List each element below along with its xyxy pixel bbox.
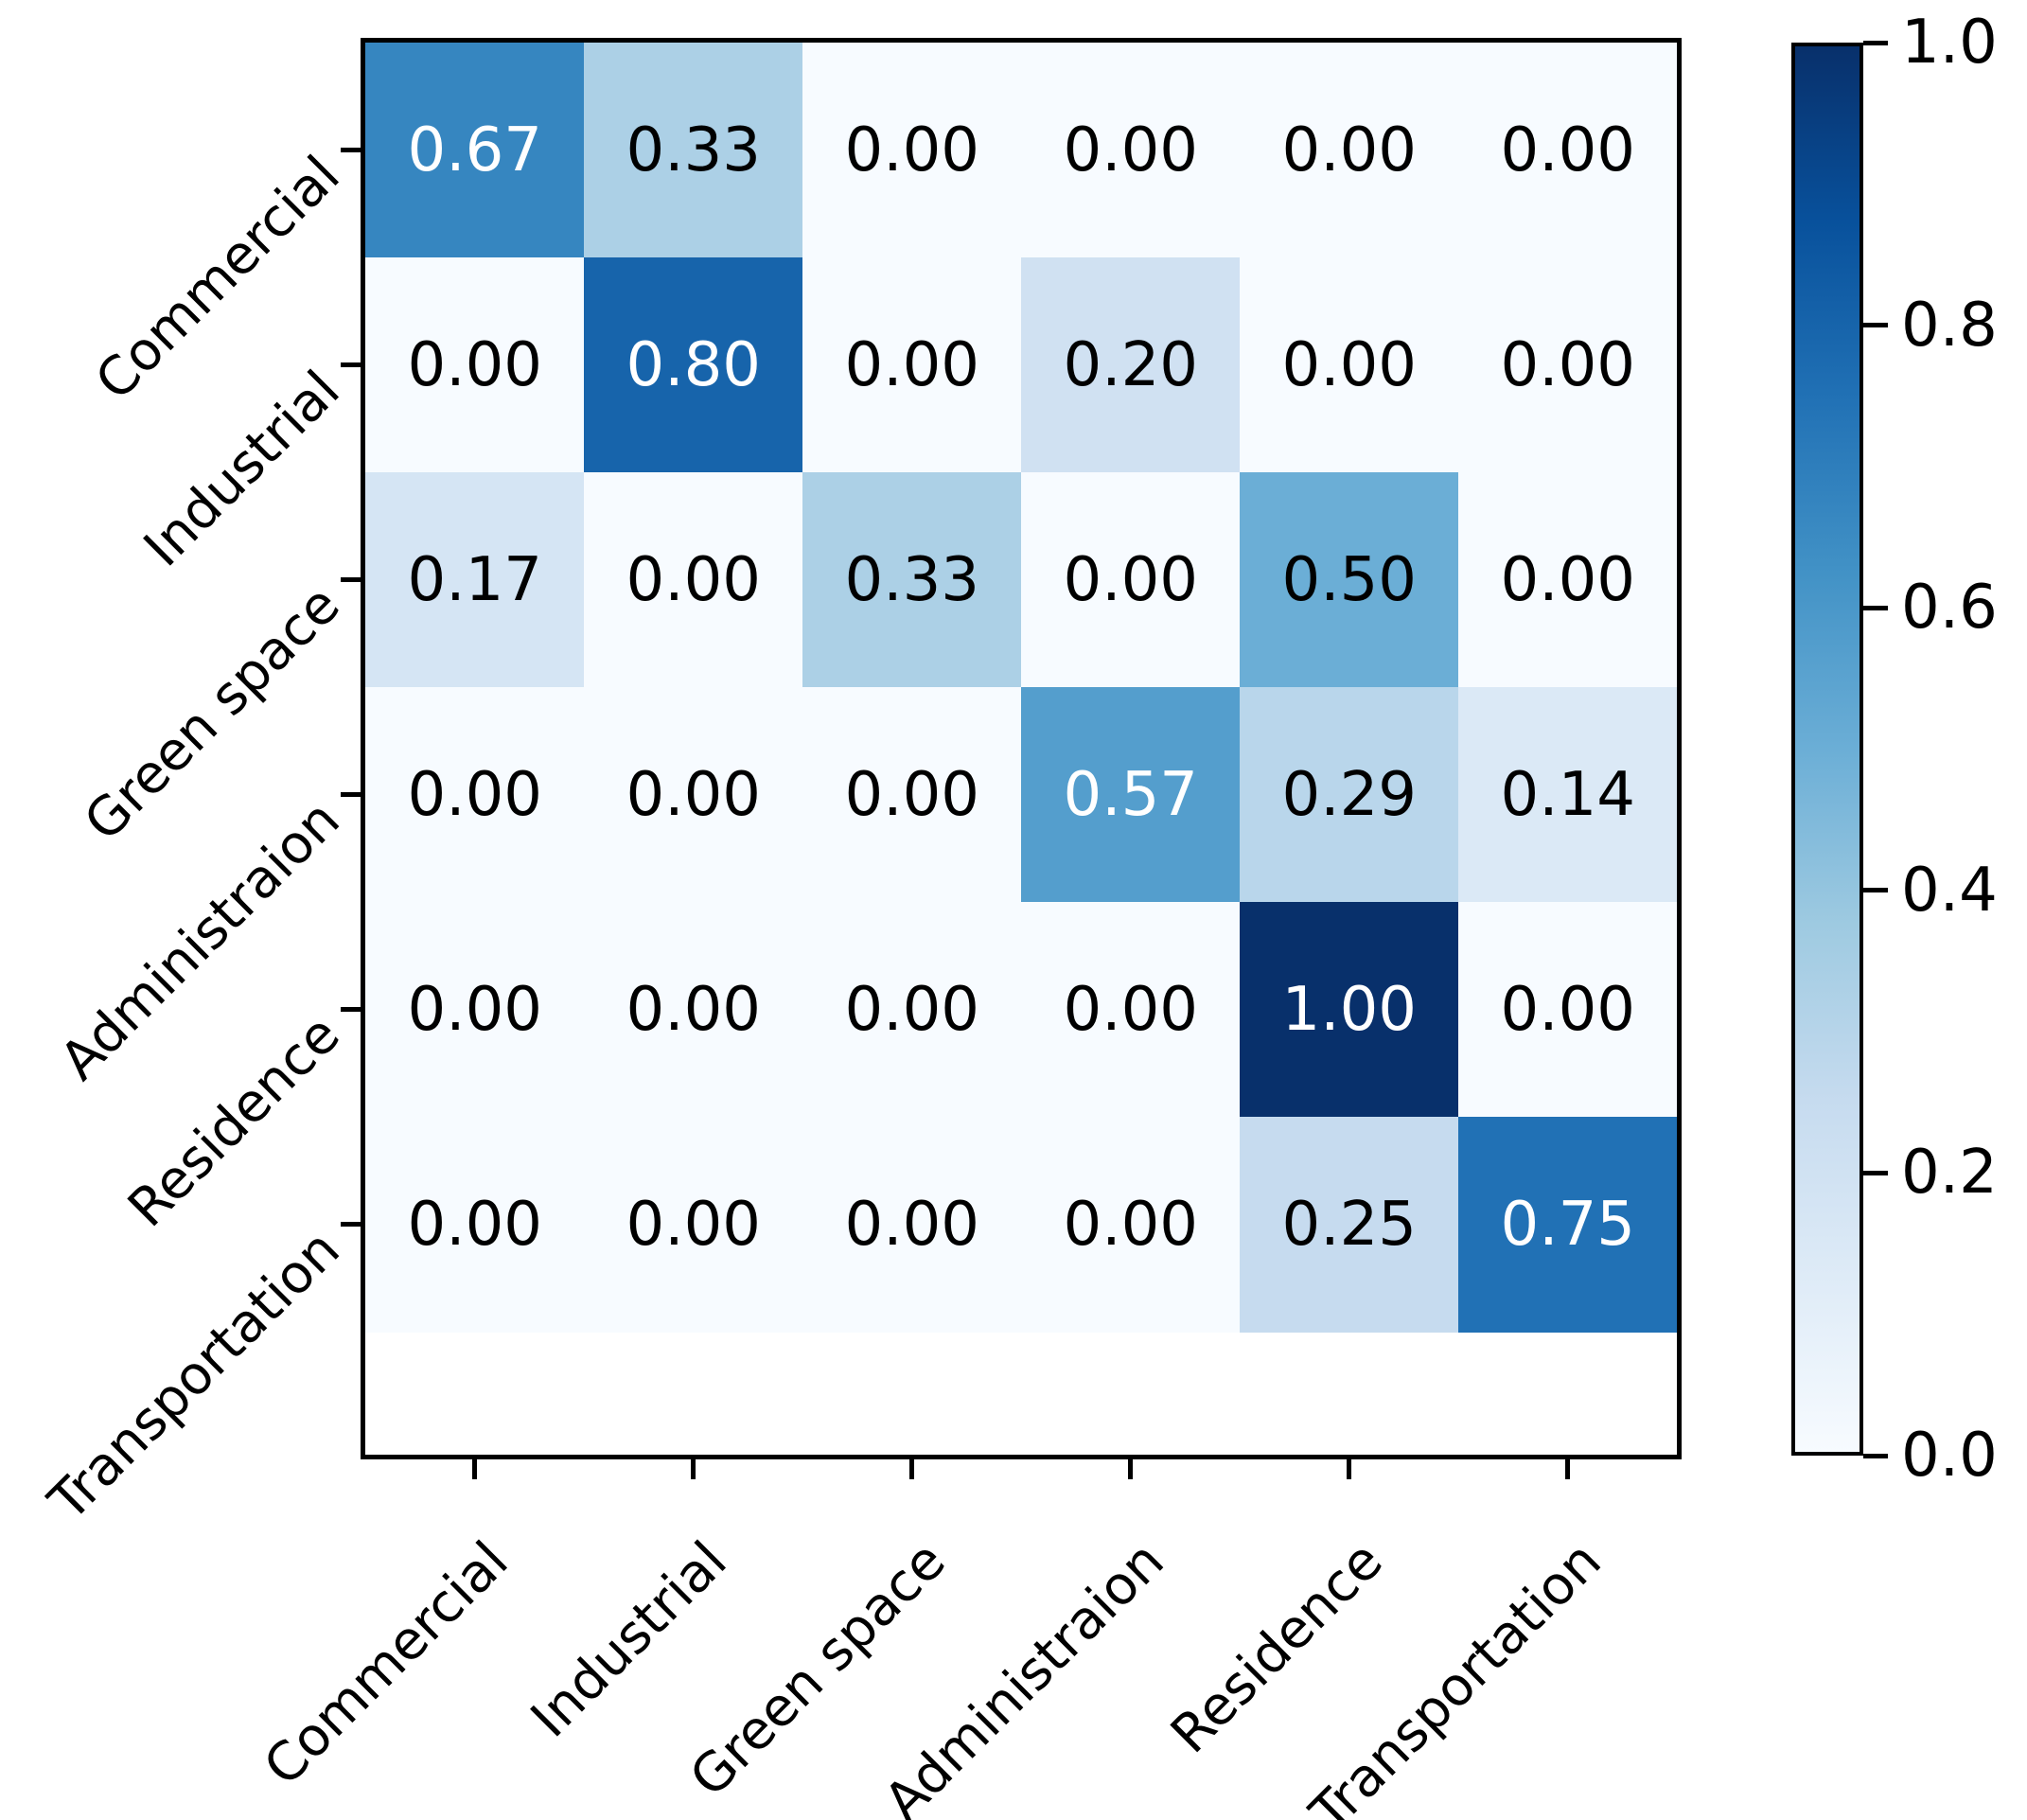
y-tick bbox=[341, 792, 365, 797]
x-tick bbox=[691, 1455, 696, 1479]
y-tick bbox=[341, 148, 365, 152]
heatmap-cell: 0.75 bbox=[1458, 1117, 1678, 1333]
heatmap-cell: 0.00 bbox=[1021, 902, 1241, 1118]
cell-value: 0.00 bbox=[1063, 1189, 1199, 1260]
heatmap-cell: 0.14 bbox=[1458, 687, 1678, 903]
heatmap-cell: 0.00 bbox=[1240, 43, 1459, 258]
cell-value: 0.00 bbox=[844, 1189, 980, 1260]
x-tick bbox=[909, 1455, 914, 1479]
cell-value: 0.00 bbox=[626, 974, 762, 1045]
cell-value: 0.00 bbox=[1281, 115, 1418, 186]
heatmap-cell: 0.00 bbox=[802, 257, 1022, 473]
heatmap-cell: 0.67 bbox=[365, 43, 585, 258]
heatmap-cell: 0.29 bbox=[1240, 687, 1459, 903]
colorbar-tick bbox=[1863, 1453, 1888, 1458]
cell-value: 0.00 bbox=[844, 974, 980, 1045]
cell-value: 0.25 bbox=[1281, 1189, 1418, 1260]
colorbar-tick bbox=[1863, 40, 1888, 45]
cell-value: 0.00 bbox=[407, 974, 543, 1045]
colorbar-tick-label: 0.4 bbox=[1901, 855, 1998, 926]
cell-value: 0.33 bbox=[626, 115, 762, 186]
cell-value: 0.00 bbox=[1500, 329, 1636, 400]
cell-value: 0.00 bbox=[407, 329, 543, 400]
cell-value: 1.00 bbox=[1281, 974, 1418, 1045]
heatmap-cell: 0.00 bbox=[1458, 257, 1678, 473]
heatmap-cell: 0.33 bbox=[584, 43, 803, 258]
colorbar-tick-label: 0.6 bbox=[1901, 573, 1998, 644]
heatmap-cell: 0.00 bbox=[1458, 472, 1678, 688]
cell-value: 0.67 bbox=[407, 115, 543, 186]
cell-value: 0.75 bbox=[1500, 1189, 1636, 1260]
cell-value: 0.00 bbox=[407, 1189, 543, 1260]
colorbar-tick bbox=[1863, 605, 1888, 610]
heatmap-cell: 0.00 bbox=[802, 902, 1022, 1118]
x-tick bbox=[1128, 1455, 1133, 1479]
heatmap-cell: 0.00 bbox=[802, 43, 1022, 258]
cell-value: 0.00 bbox=[844, 115, 980, 186]
x-tick bbox=[1565, 1455, 1570, 1479]
colorbar-tick bbox=[1863, 323, 1888, 328]
heatmap-cell: 0.00 bbox=[584, 472, 803, 688]
heatmap-cell: 0.17 bbox=[365, 472, 585, 688]
cell-value: 0.00 bbox=[1063, 544, 1199, 615]
cell-value: 0.20 bbox=[1063, 329, 1199, 400]
cell-value: 0.57 bbox=[1063, 759, 1199, 830]
cell-value: 0.50 bbox=[1281, 544, 1418, 615]
cell-value: 0.14 bbox=[1500, 759, 1636, 830]
heatmap-cell: 0.00 bbox=[584, 687, 803, 903]
cell-value: 0.00 bbox=[626, 1189, 762, 1260]
cell-value: 0.00 bbox=[1281, 329, 1418, 400]
cell-value: 0.17 bbox=[407, 544, 543, 615]
cell-value: 0.00 bbox=[407, 759, 543, 830]
cell-value: 0.00 bbox=[1500, 974, 1636, 1045]
cell-value: 0.00 bbox=[1063, 115, 1199, 186]
heatmap-cell: 1.00 bbox=[1240, 902, 1459, 1118]
cell-value: 0.80 bbox=[626, 329, 762, 400]
cell-value: 0.00 bbox=[1063, 974, 1199, 1045]
heatmap-cell: 0.20 bbox=[1021, 257, 1241, 473]
cell-value: 0.29 bbox=[1281, 759, 1418, 830]
heatmap-cell: 0.00 bbox=[365, 687, 585, 903]
cell-value: 0.33 bbox=[844, 544, 980, 615]
colorbar-tick bbox=[1863, 888, 1888, 893]
heatmap-cell: 0.00 bbox=[365, 257, 585, 473]
heatmap-cell: 0.00 bbox=[365, 1117, 585, 1333]
heatmap-cell: 0.25 bbox=[1240, 1117, 1459, 1333]
y-tick bbox=[341, 1007, 365, 1012]
heatmap-cell: 0.00 bbox=[584, 902, 803, 1118]
heatmap-cell: 0.50 bbox=[1240, 472, 1459, 688]
heatmap-cell: 0.00 bbox=[802, 1117, 1022, 1333]
colorbar-tick-label: 1.0 bbox=[1901, 8, 1998, 78]
heatmap-cell: 0.00 bbox=[1021, 1117, 1241, 1333]
x-tick bbox=[1347, 1455, 1351, 1479]
heatmap-cell: 0.00 bbox=[1021, 43, 1241, 258]
heatmap-cell: 0.80 bbox=[584, 257, 803, 473]
cell-value: 0.00 bbox=[1500, 544, 1636, 615]
colorbar bbox=[1791, 43, 1863, 1456]
colorbar-tick-label: 0.0 bbox=[1901, 1421, 1998, 1491]
y-tick bbox=[341, 362, 365, 367]
cell-value: 0.00 bbox=[844, 329, 980, 400]
y-tick bbox=[341, 577, 365, 582]
colorbar-tick-label: 0.2 bbox=[1901, 1138, 1998, 1209]
colorbar-tick-label: 0.8 bbox=[1901, 290, 1998, 361]
cell-value: 0.00 bbox=[1500, 115, 1636, 186]
cell-value: 0.00 bbox=[626, 759, 762, 830]
heatmap-cell: 0.00 bbox=[802, 687, 1022, 903]
cell-value: 0.00 bbox=[844, 759, 980, 830]
heatmap-cell: 0.00 bbox=[584, 1117, 803, 1333]
heatmap-cell: 0.00 bbox=[1021, 472, 1241, 688]
heatmap-cell: 0.00 bbox=[1458, 902, 1678, 1118]
heatmap-cell: 0.00 bbox=[1458, 43, 1678, 258]
heatmap-cell: 0.00 bbox=[365, 902, 585, 1118]
x-tick bbox=[472, 1455, 477, 1479]
heatmap-cell: 0.00 bbox=[1240, 257, 1459, 473]
y-tick bbox=[341, 1222, 365, 1227]
colorbar-tick bbox=[1863, 1170, 1888, 1175]
heatmap-cell: 0.33 bbox=[802, 472, 1022, 688]
x-tick-label: Commercial bbox=[252, 1529, 520, 1798]
cell-value: 0.00 bbox=[626, 544, 762, 615]
heatmap-cell: 0.57 bbox=[1021, 687, 1241, 903]
